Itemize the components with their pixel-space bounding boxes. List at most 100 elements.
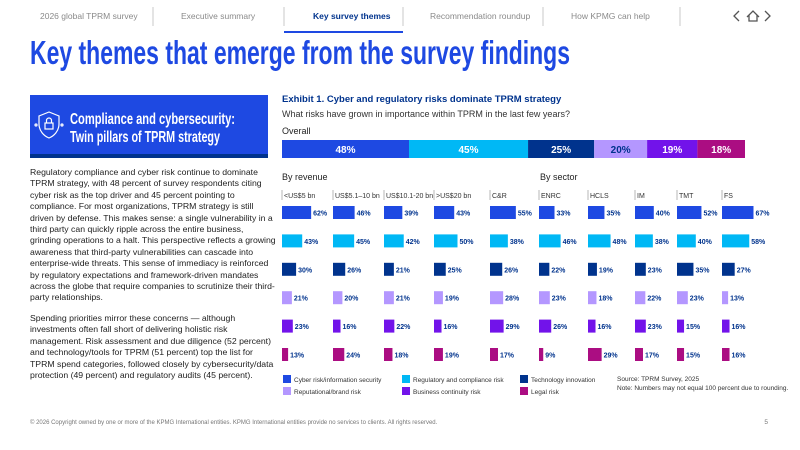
bar: [635, 348, 643, 361]
chart-title: By revenue: [282, 172, 328, 182]
nav-item[interactable]: How KPMG can help: [571, 11, 650, 21]
nav-icons: [733, 10, 771, 22]
data-label: 45%: [459, 145, 479, 156]
bar-segment: [647, 140, 698, 158]
bar: [333, 348, 345, 361]
bar: [677, 206, 702, 219]
category-label: TMT: [679, 193, 694, 200]
legend-swatch: [520, 387, 528, 395]
data-label: 43%: [304, 239, 319, 246]
data-label: 16%: [732, 324, 747, 331]
bar: [282, 348, 289, 361]
data-label: 18%: [711, 145, 731, 156]
bar: [677, 319, 685, 333]
data-label: 38%: [655, 239, 670, 246]
bar: [384, 348, 393, 361]
bar: [539, 319, 552, 333]
bar: [490, 262, 503, 276]
legend-label: Legal risk: [531, 389, 560, 396]
bar: [282, 234, 303, 248]
bar: [722, 262, 735, 276]
data-label: 23%: [648, 267, 663, 274]
data-label: 20%: [344, 296, 359, 303]
data-label: 35%: [606, 211, 621, 218]
bar: [677, 234, 696, 248]
data-label: 17%: [645, 353, 660, 360]
legend-label: Technology innovation: [531, 377, 596, 384]
data-label: 46%: [563, 239, 578, 246]
bar: [434, 206, 455, 219]
data-label: 19%: [445, 296, 460, 303]
sidebar-heading: Twin pillars of TPRM strategy: [70, 129, 220, 146]
bar: [722, 348, 730, 361]
category-label: C&R: [492, 193, 507, 200]
bar: [434, 262, 446, 276]
data-label: 20%: [611, 145, 631, 156]
nav-item[interactable]: 2026 global TPRM survey: [40, 11, 138, 21]
bar: [384, 206, 403, 219]
bar: [384, 262, 394, 276]
nav-item[interactable]: Key survey themes: [313, 11, 391, 21]
bar: [539, 206, 555, 219]
bar-segment: [594, 140, 648, 158]
paragraph: Regulatory compliance and cyber risk con…: [30, 167, 276, 303]
data-label: 42%: [406, 239, 421, 246]
data-label: 22%: [647, 296, 662, 303]
legend-swatch: [402, 375, 410, 383]
bar: [490, 206, 516, 219]
data-label: 28%: [505, 296, 520, 303]
bar: [539, 262, 550, 276]
legend-swatch: [283, 375, 291, 383]
legend-swatch: [402, 387, 410, 395]
nav-item[interactable]: Executive summary: [181, 11, 256, 21]
category-label: <US$5 bn: [284, 193, 315, 200]
chart-title: Overall: [282, 126, 311, 136]
data-label: 13%: [730, 296, 745, 303]
category-label: ENRC: [541, 193, 561, 200]
category-label: FS: [724, 193, 733, 200]
bar: [588, 291, 597, 305]
prev-icon[interactable]: [733, 10, 740, 22]
bar: [333, 234, 355, 248]
bar: [539, 348, 544, 361]
data-label: 15%: [686, 324, 701, 331]
legend-label: Business continuity risk: [413, 389, 481, 396]
data-label: 19%: [662, 145, 682, 156]
data-label: 40%: [698, 239, 713, 246]
bar: [635, 234, 653, 248]
bar: [434, 348, 443, 361]
bar: [333, 206, 355, 219]
legend-label: Regulatory and compliance risk: [413, 377, 504, 384]
category-label: US$10.1-20 bn: [386, 193, 433, 200]
legend-label: Cyber risk/information security: [294, 377, 382, 384]
bar: [677, 291, 688, 305]
data-label: 58%: [751, 239, 766, 246]
data-label: 33%: [557, 211, 572, 218]
nav-item[interactable]: Recommendation roundup: [430, 11, 530, 21]
source: Source: TPRM Survey, 2025: [617, 376, 700, 383]
data-label: 17%: [500, 353, 515, 360]
home-icon[interactable]: [746, 10, 760, 22]
data-label: 18%: [598, 296, 613, 303]
category-label: IM: [637, 193, 645, 200]
bar: [677, 348, 685, 361]
data-label: 40%: [656, 211, 671, 218]
nav-active-underline: [284, 31, 403, 33]
bar: [282, 319, 293, 333]
data-label: 21%: [396, 296, 411, 303]
data-label: 48%: [613, 239, 628, 246]
data-label: 67%: [755, 211, 770, 218]
data-label: 55%: [518, 211, 533, 218]
data-label: 16%: [343, 324, 358, 331]
shield-icon: [34, 111, 64, 139]
bar: [539, 234, 561, 248]
bar: [333, 262, 346, 276]
sidebar-heading: Compliance and cybersecurity:: [70, 111, 235, 128]
data-label: 45%: [356, 239, 371, 246]
exhibit-title: Exhibit 1. Cyber and regulatory risks do…: [282, 94, 562, 105]
next-icon[interactable]: [764, 10, 771, 22]
chart-title: By sector: [540, 172, 578, 182]
data-label: 26%: [553, 324, 568, 331]
